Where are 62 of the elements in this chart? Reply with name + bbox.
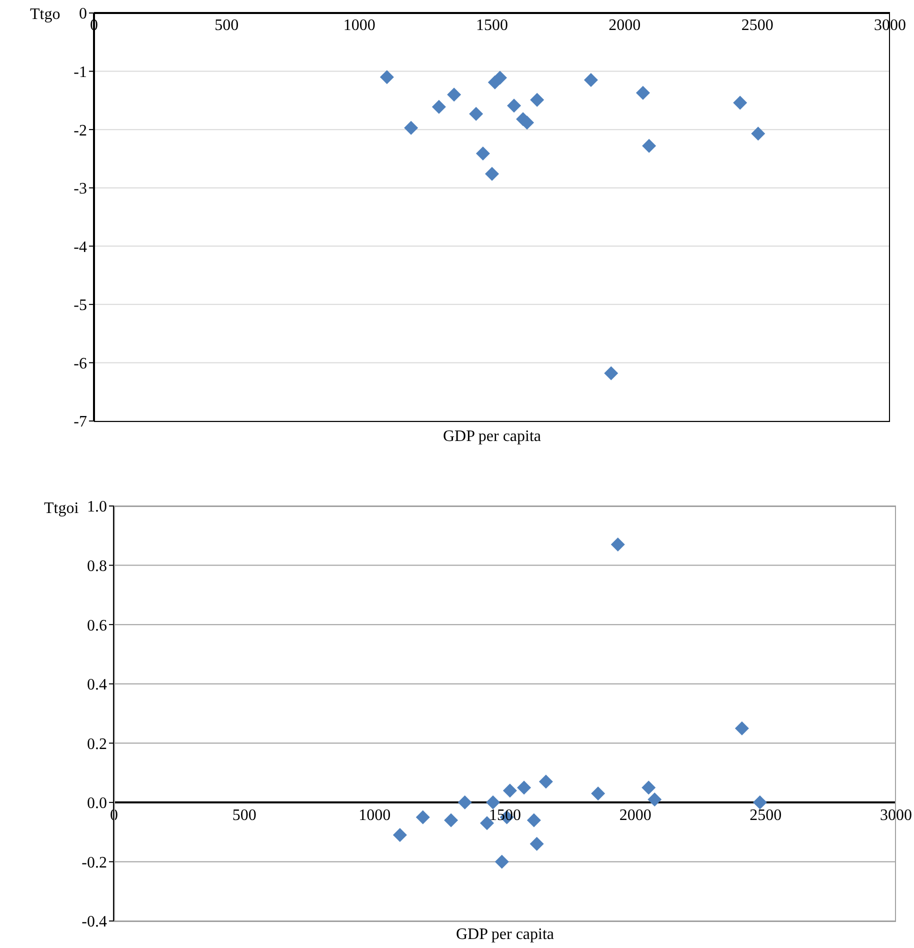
y-tick-label: 0.0 — [87, 795, 107, 812]
y-tick-label: -6 — [74, 355, 87, 372]
x-axis-title: GDP per capita — [454, 926, 556, 944]
point — [526, 813, 541, 828]
point — [458, 795, 472, 810]
point — [476, 146, 490, 160]
x-tick-label: 1000 — [343, 17, 376, 34]
x-tick-label: 500 — [232, 807, 256, 824]
point — [538, 774, 553, 789]
y-tick-label: -1 — [74, 64, 87, 81]
y-tick-label: -0.2 — [82, 854, 107, 872]
point — [485, 166, 499, 181]
y-axis-title: Ttgo — [30, 6, 60, 24]
y-tick-label: 0.6 — [87, 617, 107, 634]
point — [648, 792, 662, 806]
x-tick-label: 3000 — [880, 807, 912, 824]
x-tick-label: 1500 — [476, 17, 508, 34]
point — [636, 86, 650, 100]
x-tick-label: 1000 — [358, 807, 391, 824]
point — [494, 854, 509, 869]
x-tick-label: 2500 — [750, 807, 782, 824]
y-tick-label: -0.4 — [82, 914, 107, 931]
point — [584, 73, 598, 88]
y-tick-label: 0 — [79, 6, 87, 23]
x-tick-label: 500 — [214, 17, 239, 34]
point — [447, 88, 462, 102]
point — [404, 120, 418, 135]
y-tick-label: -2 — [74, 122, 87, 140]
point — [444, 813, 458, 828]
point — [486, 795, 500, 810]
point — [432, 100, 446, 114]
y-tick-label: -5 — [74, 297, 87, 314]
point — [591, 786, 606, 801]
point — [517, 780, 532, 795]
x-tick-label: 2000 — [619, 807, 652, 824]
y-tick-label: 1.0 — [87, 498, 107, 516]
y-tick-label: -7 — [74, 414, 87, 431]
point — [610, 538, 625, 552]
point — [380, 70, 394, 84]
point — [752, 795, 767, 810]
point — [642, 138, 656, 153]
point — [751, 126, 766, 141]
x-axis-title: GDP per capita — [442, 428, 542, 446]
y-tick-label: -4 — [74, 238, 87, 256]
point — [416, 810, 430, 824]
y-axis-title: Ttgoi — [44, 500, 79, 518]
point — [604, 366, 618, 380]
point — [392, 828, 407, 842]
point — [530, 92, 544, 107]
x-tick-label: 2500 — [741, 17, 774, 34]
point — [530, 836, 544, 851]
point — [507, 98, 522, 113]
point — [734, 721, 749, 736]
y-tick-label: 0.4 — [87, 676, 107, 694]
y-tick-label: -3 — [74, 180, 87, 198]
point — [469, 106, 484, 121]
y-tick-label: 0.2 — [87, 736, 107, 753]
y-tick-label: 0.8 — [87, 558, 107, 575]
point — [642, 780, 656, 795]
point — [733, 96, 748, 110]
x-tick-label: 2000 — [608, 17, 641, 34]
point — [502, 784, 517, 798]
